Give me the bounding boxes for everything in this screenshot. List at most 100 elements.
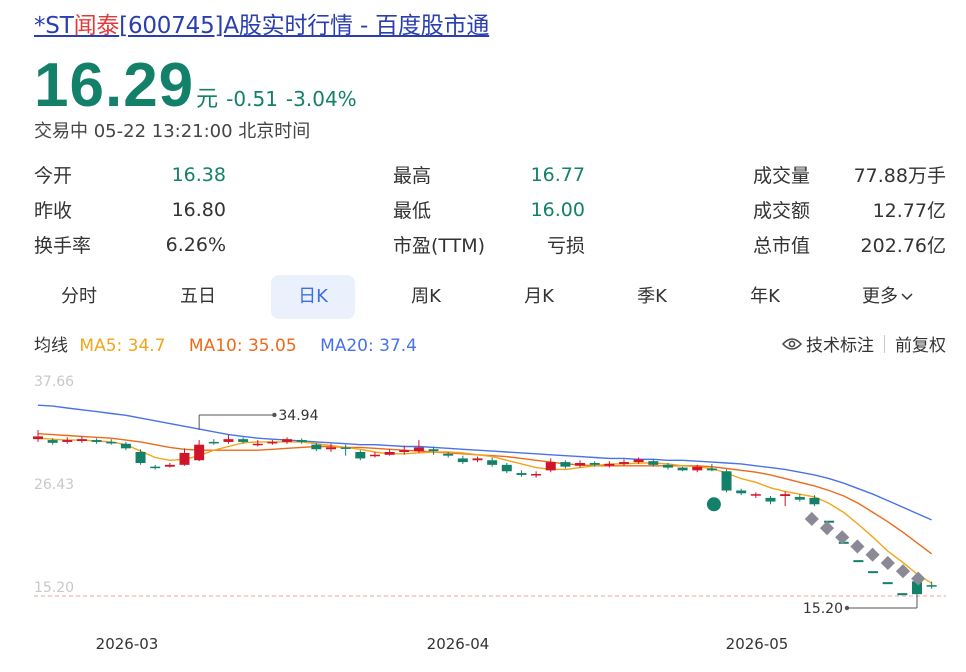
stat-label: 成交额: [753, 200, 811, 222]
candle-body: [604, 463, 615, 466]
candle-body: [135, 452, 146, 464]
candle-body: [399, 450, 410, 453]
candle-body: [340, 447, 351, 449]
candle: [369, 452, 380, 458]
candle: [706, 463, 717, 472]
stat-value: 16.00: [530, 198, 585, 221]
tab-yearly-k[interactable]: 年K: [750, 286, 780, 307]
kline-chart[interactable]: 37.66 26.43 15.20 34.94 15.20 2026-03 2026-04 2…: [0, 372, 966, 672]
tab-quarterly-k[interactable]: 季K: [637, 286, 667, 307]
high-annotation-label: 34.94: [278, 408, 318, 424]
high-annotation-dot: [272, 412, 277, 418]
candle-body: [252, 443, 263, 446]
stat-label: 昨收: [34, 200, 73, 222]
stats-col-3: 成交量 77.88万手 成交额 12.77亿 总市值 202.76亿: [753, 157, 946, 262]
stat-label: 今开: [34, 165, 73, 187]
candle: [487, 457, 498, 467]
candle-body: [780, 494, 791, 497]
stat-amount: 成交额 12.77亿: [753, 192, 946, 227]
candle: [794, 494, 805, 502]
candle-body: [750, 494, 761, 496]
candle: [809, 495, 820, 507]
candle: [619, 459, 629, 466]
candle: [780, 491, 791, 507]
candle: [413, 440, 424, 453]
divider: [884, 334, 885, 353]
candle-body: [428, 449, 439, 452]
stat-label: 换手率: [34, 235, 92, 257]
stat-value: 16.38: [171, 163, 226, 186]
stat-low: 最低 16.00: [393, 192, 585, 227]
candle-body: [912, 581, 922, 595]
candle: [457, 455, 468, 464]
candle-body: [296, 440, 307, 442]
candle-body: [208, 441, 219, 444]
candle-body: [662, 464, 673, 468]
candle: [531, 471, 542, 478]
limit-down-marker: [865, 547, 880, 562]
tab-more[interactable]: 更多: [842, 275, 934, 319]
candle: [238, 437, 249, 444]
stat-pe: 市盈(TTM) 亏损: [393, 227, 585, 262]
candle-body: [736, 490, 747, 494]
candle: [604, 461, 615, 468]
page-title[interactable]: *ST闻泰[600745]A股实时行情 - 百度股市通: [34, 6, 489, 40]
ma5-legend: MA5: 34.7: [79, 336, 166, 356]
tech-annotation-toggle[interactable]: 技术标注: [782, 331, 874, 356]
candle: [355, 450, 366, 461]
period-tabs: 分时 五日 日K 周K 月K 季K 年K 更多: [34, 275, 934, 319]
price-row: 16.29元 -0.51 -3.04%: [34, 50, 357, 120]
candle-body: [765, 497, 776, 502]
tab-weekly-k[interactable]: 周K: [411, 286, 441, 307]
stat-label: 成交量: [753, 165, 811, 187]
stat-label: 最低: [393, 200, 432, 222]
candle-body: [194, 444, 205, 461]
tab-more-label: 更多: [862, 286, 898, 307]
stat-value: 202.76亿: [860, 235, 946, 257]
low-annotation-label: 15.20: [803, 601, 843, 617]
tab-monthly-k[interactable]: 月K: [524, 286, 554, 307]
candle: [750, 492, 761, 498]
candle: [428, 446, 439, 455]
stat-value: 16.80: [171, 198, 226, 221]
y-tick-label: 26.43: [34, 477, 74, 493]
stat-open: 今开 16.38: [34, 157, 226, 192]
candle: [135, 449, 146, 465]
candle: [296, 438, 307, 444]
candle: [648, 459, 659, 467]
stat-value: 77.88万手: [853, 165, 946, 187]
candle: [47, 438, 58, 445]
candle-body: [164, 464, 175, 467]
candle-body: [692, 466, 703, 471]
tab-five-day[interactable]: 五日: [180, 286, 216, 307]
candle-body: [91, 440, 102, 442]
adjust-button[interactable]: 前复权: [895, 336, 946, 356]
candle: [311, 442, 322, 452]
candle-body: [443, 453, 454, 456]
title-highlight: 闻泰: [73, 13, 120, 39]
stats-col-1: 今开 16.38 昨收 16.80 换手率 6.26%: [34, 157, 226, 262]
tab-daily-k[interactable]: 日K: [271, 275, 355, 319]
ma-legend: 均线 MA5: 34.7 MA10: 35.05 MA20: 37.4 技术标注…: [34, 331, 946, 356]
candle: [399, 445, 410, 455]
ma-label: 均线: [34, 336, 68, 356]
stat-value: 6.26%: [165, 233, 226, 256]
candle-body: [545, 462, 556, 471]
candle: [106, 439, 117, 445]
price-change: -0.51: [226, 87, 278, 111]
candle: [33, 429, 43, 442]
candle-body: [413, 447, 424, 452]
title-suffix: [600745]A股实时行情 - 百度股市通: [119, 13, 490, 39]
candle: [223, 434, 234, 444]
trading-status: 交易中 05-22 13:21:00 北京时间: [34, 121, 311, 142]
current-price: 16.29: [34, 51, 195, 120]
candle: [575, 460, 586, 468]
candle-body: [267, 441, 278, 444]
candle-body: [809, 497, 820, 505]
tab-intraday[interactable]: 分时: [61, 286, 97, 307]
chart-tools: 技术标注 前复权: [782, 331, 946, 356]
candle-body: [238, 439, 249, 442]
candle-body: [706, 468, 717, 471]
stat-label: 市盈(TTM): [393, 235, 486, 257]
candle-body: [62, 440, 73, 442]
